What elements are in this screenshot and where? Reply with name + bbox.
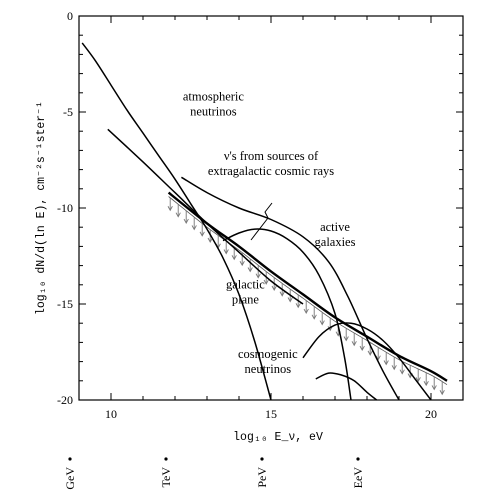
x-tick-label: 10 bbox=[105, 407, 117, 421]
limit-arrow-head bbox=[183, 218, 189, 224]
limit-arrow-head bbox=[207, 237, 213, 243]
limit-arrow-head bbox=[375, 355, 381, 361]
energy-unit-dot bbox=[164, 457, 168, 461]
limit-arrow-head bbox=[287, 297, 293, 303]
plot-frame bbox=[78, 15, 464, 401]
flux-curve bbox=[315, 372, 378, 401]
x-tick-label: 15 bbox=[265, 407, 277, 421]
limit-arrow-head bbox=[247, 267, 253, 273]
y-tick-label: -15 bbox=[57, 297, 73, 311]
limit-arrow-head bbox=[263, 279, 269, 285]
limit-arrow-head bbox=[367, 350, 373, 356]
limit-arrow-head bbox=[191, 225, 197, 231]
limit-arrow-head bbox=[231, 255, 237, 261]
limit-arrow-head bbox=[223, 249, 229, 255]
limit-arrow-head bbox=[415, 377, 421, 383]
limit-arrow-head bbox=[351, 341, 357, 347]
limit-arrow-head bbox=[319, 320, 325, 326]
limit-arrow-head bbox=[303, 308, 309, 314]
upper-limit-band bbox=[167, 196, 448, 396]
flux-curve bbox=[181, 176, 400, 401]
flux-curve bbox=[222, 228, 352, 401]
limit-arrow-head bbox=[391, 365, 397, 371]
y-axis-title: log₁₀ dN/d(ln E), cm⁻²s⁻¹ster⁻¹ bbox=[35, 101, 48, 315]
limit-arrow-head bbox=[279, 291, 285, 297]
energy-unit-dot bbox=[68, 457, 72, 461]
limit-arrow-head bbox=[431, 385, 437, 391]
axis-ticks: 10 15 20 0 -5 -10 -15 -20 bbox=[57, 9, 464, 421]
source-curve-pointer bbox=[250, 202, 273, 241]
energy-unit-dot bbox=[260, 457, 264, 461]
flux-curve bbox=[302, 322, 432, 401]
curve-annotation: active galaxies bbox=[315, 220, 356, 249]
limit-arrow-head bbox=[423, 381, 429, 387]
y-tick-label: -10 bbox=[57, 201, 73, 215]
flux-curve bbox=[81, 42, 272, 401]
x-axis-title: log₁₀ E_ν, eV bbox=[233, 431, 323, 444]
flux-curve bbox=[167, 191, 448, 382]
limit-arrow-head bbox=[175, 212, 181, 218]
limit-arrow-head bbox=[239, 261, 245, 267]
energy-unit-label: GeV bbox=[63, 467, 77, 490]
limit-arrow-head bbox=[295, 303, 301, 309]
y-tick-label: -20 bbox=[57, 393, 73, 407]
y-tick-label: 0 bbox=[67, 9, 73, 23]
curve-annotation: ν's from sources of extragalactic cosmic … bbox=[208, 149, 334, 178]
limit-arrow-head bbox=[271, 285, 277, 291]
curve-annotation: atmospheric neutrinos bbox=[183, 89, 245, 118]
limit-arrow-head bbox=[399, 369, 405, 375]
limit-arrow-head bbox=[439, 390, 445, 396]
limit-arrow-head bbox=[311, 314, 317, 320]
limit-arrow-head bbox=[167, 206, 173, 212]
energy-unit-label: TeV bbox=[159, 467, 173, 488]
energy-unit-markers: GeV TeV PeV EeV bbox=[63, 457, 365, 490]
limit-arrow-head bbox=[199, 231, 205, 237]
curve-annotation: galactic plane bbox=[226, 278, 265, 307]
limit-arrow-head bbox=[343, 336, 349, 342]
limit-arrow-head bbox=[255, 273, 261, 279]
energy-unit-label: EeV bbox=[351, 467, 365, 489]
curve-annotation: cosmogenic neutrinos bbox=[238, 347, 298, 376]
x-tick-label: 20 bbox=[425, 407, 437, 421]
flux-curves bbox=[81, 42, 448, 401]
limit-arrow-head bbox=[359, 345, 365, 352]
energy-unit-label: PeV bbox=[255, 467, 269, 488]
limit-arrow-head bbox=[383, 360, 389, 366]
y-tick-label: -5 bbox=[63, 105, 73, 119]
energy-unit-dot bbox=[356, 457, 360, 461]
curve-annotations: atmospheric neutrinos ν's from sources of e… bbox=[183, 89, 356, 375]
